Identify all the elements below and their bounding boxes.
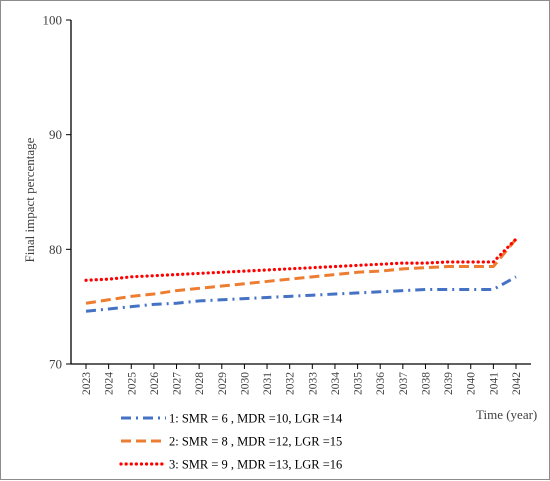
y-tick-label: 90	[49, 127, 62, 142]
x-tick-label: 2042	[511, 372, 523, 395]
x-tick-label: 2027	[172, 372, 184, 395]
legend-label-3: 3: SMR = 9 , MDR =13, LGR =16	[169, 458, 342, 472]
x-axis-title: Time (year)	[476, 407, 537, 422]
y-ticks: 70 80 90 100	[43, 13, 71, 372]
x-tick-label: 2036	[375, 372, 387, 395]
legend: 1: SMR = 6 , MDR =10, LGR =14 2: SMR = 8 …	[119, 412, 343, 472]
series-line-2	[85, 238, 518, 305]
y-axis-title: Final impact percentage	[22, 137, 37, 262]
series-line-3	[84, 237, 518, 282]
x-tick-label: 2034	[330, 372, 342, 395]
x-tick-label: 2038	[420, 372, 432, 395]
series-line-1	[85, 275, 517, 313]
x-tick-label: 2037	[398, 372, 410, 395]
x-tick-label: 2035	[353, 372, 365, 395]
legend-label-1: 1: SMR = 6 , MDR =10, LGR =14	[169, 412, 343, 426]
x-tick-label: 2024	[104, 372, 116, 395]
x-tick-label: 2023	[81, 372, 93, 395]
x-ticks: 2023 2024 2025 2026 2027 2028 2029 2030 2031 2032…	[81, 364, 523, 395]
x-tick-label: 2028	[194, 372, 206, 395]
x-tick-label: 2041	[488, 372, 500, 395]
series-lines	[84, 237, 518, 313]
x-tick-label: 2033	[307, 372, 319, 395]
x-tick-label: 2039	[443, 372, 455, 395]
axes	[70, 20, 531, 365]
x-tick-label: 2030	[239, 372, 251, 395]
y-tick-label: 70	[49, 357, 62, 372]
x-tick-label: 2031	[262, 372, 274, 395]
x-tick-label: 2026	[149, 372, 161, 395]
x-tick-label: 2032	[285, 372, 297, 395]
y-tick-label: 80	[49, 242, 62, 257]
legend-label-2: 2: SMR = 8 , MDR =12, LGR =15	[169, 435, 342, 449]
y-tick-label: 100	[43, 13, 63, 28]
x-tick-label: 2025	[126, 372, 138, 395]
x-tick-label: 2040	[466, 372, 478, 395]
x-tick-label: 2029	[217, 372, 229, 395]
